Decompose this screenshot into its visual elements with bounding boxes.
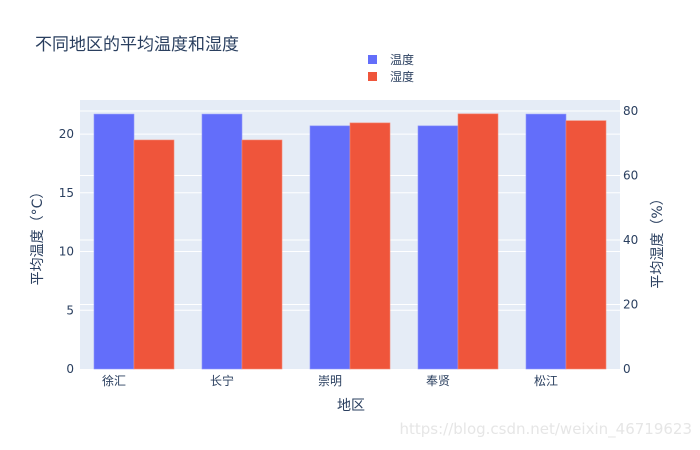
x-tick-label: 长宁 bbox=[210, 373, 234, 388]
watermark: https://blog.csdn.net/weixin_46719623 bbox=[399, 420, 692, 438]
bar-humidity[interactable] bbox=[349, 122, 391, 370]
y-right-tick-label: 40 bbox=[623, 233, 638, 247]
bar-humidity[interactable] bbox=[565, 120, 607, 370]
legend: 温度 湿度 bbox=[368, 52, 414, 84]
y-axis-right-title: 平均湿度（%） bbox=[650, 191, 666, 288]
y-right-tick-label: 60 bbox=[623, 168, 638, 182]
y-left-tick-label: 20 bbox=[59, 127, 74, 141]
y-left-tick-label: 10 bbox=[59, 245, 74, 259]
bar-temperature[interactable] bbox=[309, 125, 351, 370]
bar-humidity[interactable] bbox=[133, 139, 175, 370]
y-left-tick-label: 5 bbox=[66, 303, 74, 317]
bar-temperature[interactable] bbox=[417, 125, 459, 370]
x-tick-label: 松江 bbox=[534, 374, 558, 388]
y-right-tick-label: 20 bbox=[623, 297, 638, 311]
x-axis-title: 地区 bbox=[337, 398, 365, 414]
y-right-tick-label: 80 bbox=[623, 104, 638, 118]
y-left-tick-label: 0 bbox=[66, 362, 74, 376]
legend-swatch-temperature bbox=[368, 55, 377, 64]
bar-temperature[interactable] bbox=[201, 113, 243, 370]
y-axis-left-title: 平均温度（°C） bbox=[30, 185, 46, 286]
y-left-tick-label: 15 bbox=[59, 186, 74, 200]
bars bbox=[93, 113, 607, 370]
x-tick-label: 徐汇 bbox=[102, 373, 126, 388]
y-right-tick-label: 0 bbox=[623, 362, 631, 376]
bar-humidity[interactable] bbox=[457, 113, 499, 370]
legend-swatch-humidity bbox=[368, 72, 377, 81]
legend-label-temperature: 温度 bbox=[390, 52, 414, 67]
x-axis-ticks: 徐汇 长宁 崇明 奉贤 松江 bbox=[102, 373, 558, 388]
y-axis-left-ticks: 0 5 10 15 20 bbox=[59, 127, 74, 376]
bar-humidity[interactable] bbox=[241, 139, 283, 370]
bar-temperature[interactable] bbox=[93, 113, 135, 370]
y-axis-right-ticks: 0 20 40 60 80 bbox=[623, 104, 638, 376]
x-tick-label: 崇明 bbox=[318, 374, 342, 388]
legend-label-humidity: 湿度 bbox=[390, 69, 414, 84]
legend-item-temperature[interactable]: 温度 bbox=[368, 52, 414, 67]
legend-item-humidity[interactable]: 湿度 bbox=[368, 69, 414, 84]
bar-temperature[interactable] bbox=[525, 113, 567, 370]
x-tick-label: 奉贤 bbox=[426, 374, 450, 388]
chart-title: 不同地区的平均温度和湿度 bbox=[35, 35, 239, 55]
